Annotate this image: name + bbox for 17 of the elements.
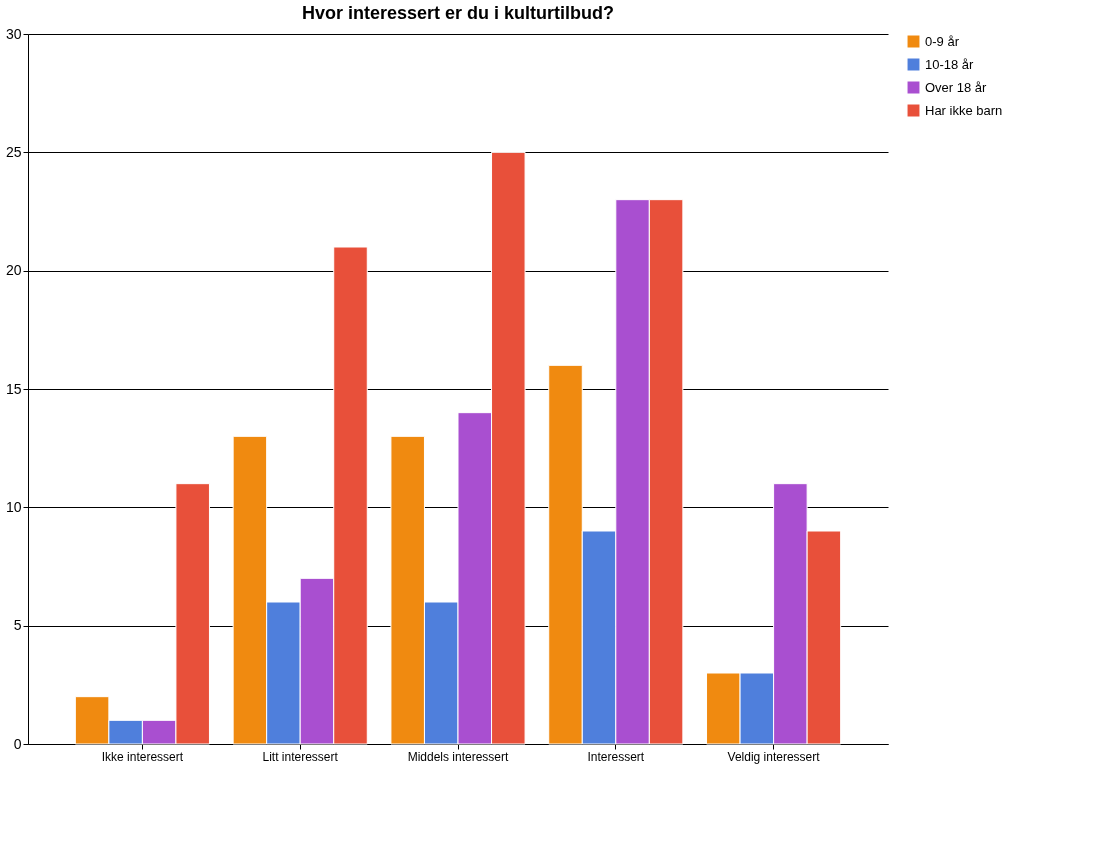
x-tick-label: Veldig interessert xyxy=(727,749,821,764)
x-tick-label: Ikke interessert xyxy=(101,749,184,764)
y-tick-label: 20 xyxy=(5,262,22,279)
legend-label: Har ikke barn xyxy=(925,102,1003,118)
x-tick-label: Litt interessert xyxy=(262,749,339,764)
y-tick-label: 0 xyxy=(13,735,22,752)
y-tick-label: 25 xyxy=(5,143,22,160)
y-tick-label: 5 xyxy=(13,617,22,634)
x-tick-label: Interessert xyxy=(587,749,645,764)
legend-label: 10-18 år xyxy=(925,56,975,72)
y-tick-label: 15 xyxy=(5,380,22,397)
chart-title: Hvor interessert er du i kulturtilbud? xyxy=(301,3,615,23)
legend-label: Over 18 år xyxy=(925,79,988,95)
x-tick-label: Middels interessert xyxy=(407,749,510,764)
y-tick-label: 30 xyxy=(5,25,22,42)
y-tick-label: 10 xyxy=(5,498,22,515)
legend-label: 0-9 år xyxy=(925,33,960,49)
